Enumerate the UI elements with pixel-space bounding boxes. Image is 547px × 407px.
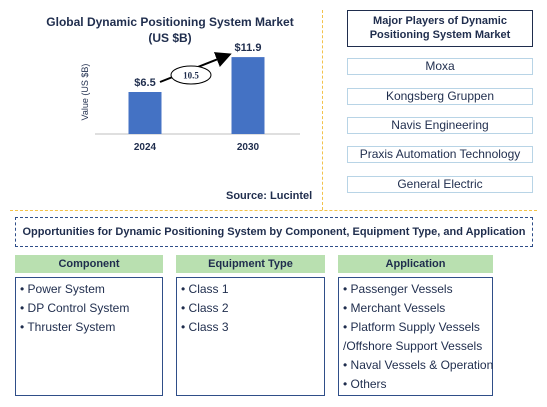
list-item: • Naval Vessels & Operation [343,358,494,372]
data-label-2030: $11.9 [235,42,262,54]
vertical-divider [322,10,323,210]
list-item: • Class 2 [181,301,229,315]
list-item: • Passenger Vessels [343,282,453,296]
column-header-equipment-type: Equipment Type [176,255,325,273]
list-item: • Class 1 [181,282,229,296]
players-title: Major Players of Dynamic Positioning Sys… [347,10,533,47]
cagr-ellipse [170,65,212,85]
chart-title: Global Dynamic Positioning System Market… [46,15,294,45]
list-item: • Platform Supply Vessels [343,320,480,334]
list-item: • Merchant Vessels [343,301,446,315]
list-item: • Others [343,377,387,391]
player-navis: Navis Engineering [347,117,533,134]
equipment-type-list: • Class 1 • Class 2 • Class 3 [176,277,325,396]
application-list: • Passenger Vessels • Merchant Vessels •… [338,277,493,396]
list-item: • Power System [20,282,105,296]
opportunities-banner: Opportunities for Dynamic Positioning Sy… [15,217,533,247]
column-header-component: Component [15,255,163,273]
x-tick-label-2030: 2030 [237,142,260,153]
bar-2030 [231,57,265,134]
list-item: • Thruster System [20,320,116,334]
component-list: • Power System • DP Control System • Thr… [15,277,163,396]
player-praxis: Praxis Automation Technology [347,146,533,163]
cagr-label: 10.5 [183,71,199,81]
bar-chart: Value (US $B) $6.5 2024 $11.9 2030 10.5 [80,42,300,153]
source-note: Source: Lucintel [226,190,313,202]
player-moxa: Moxa [347,58,533,75]
x-tick-label-2024: 2024 [134,142,157,153]
list-item: • DP Control System [20,301,130,315]
list-item: • Class 3 [181,320,229,334]
player-kongsberg: Kongsberg Gruppen [347,88,533,105]
column-header-application: Application [338,255,493,273]
data-label-2024: $6.5 [134,77,155,89]
list-item: /Offshore Support Vessels [343,339,483,353]
horizontal-divider [10,210,537,211]
y-axis-label: Value (US $B) [80,64,90,121]
bar-2024 [128,92,162,134]
player-ge: General Electric [347,176,533,193]
